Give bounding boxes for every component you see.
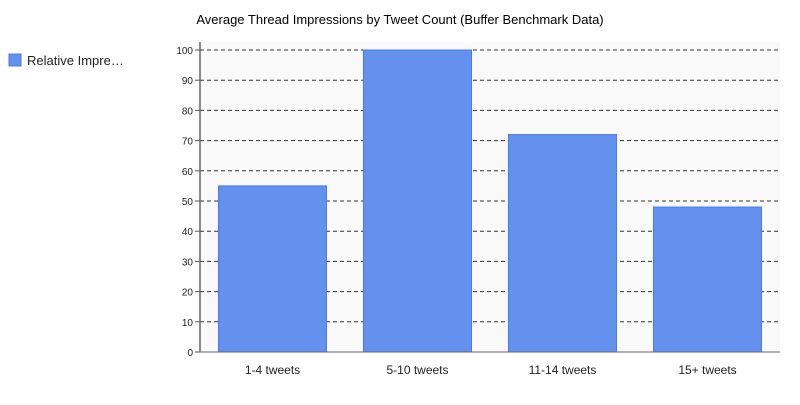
y-tick-label: 80	[182, 106, 194, 117]
legend-label[interactable]: Relative Impre…	[27, 53, 124, 68]
y-tick-label: 10	[182, 318, 194, 329]
y-tick-label: 20	[182, 288, 194, 299]
y-tick-label: 50	[182, 197, 194, 208]
y-tick-label: 30	[182, 257, 194, 268]
y-tick-label: 100	[176, 46, 193, 57]
bar	[652, 206, 763, 353]
x-tick-label: 15+ tweets	[678, 363, 736, 377]
x-tick-label: 11-14 tweets	[529, 363, 597, 377]
x-tick-label: 5-10 tweets	[386, 363, 448, 377]
y-tick-label: 40	[182, 227, 194, 238]
y-tick-label: 70	[182, 137, 194, 148]
y-tick-label: 60	[182, 167, 194, 178]
x-tick-label: 1-4 tweets	[245, 363, 300, 377]
y-tick-label: 90	[182, 76, 194, 87]
chart-title: Average Thread Impressions by Tweet Coun…	[196, 12, 603, 27]
bar	[217, 185, 328, 353]
legend-swatch	[8, 53, 22, 67]
y-tick-label: 0	[187, 348, 193, 359]
bar	[507, 134, 618, 353]
bar	[362, 49, 473, 353]
